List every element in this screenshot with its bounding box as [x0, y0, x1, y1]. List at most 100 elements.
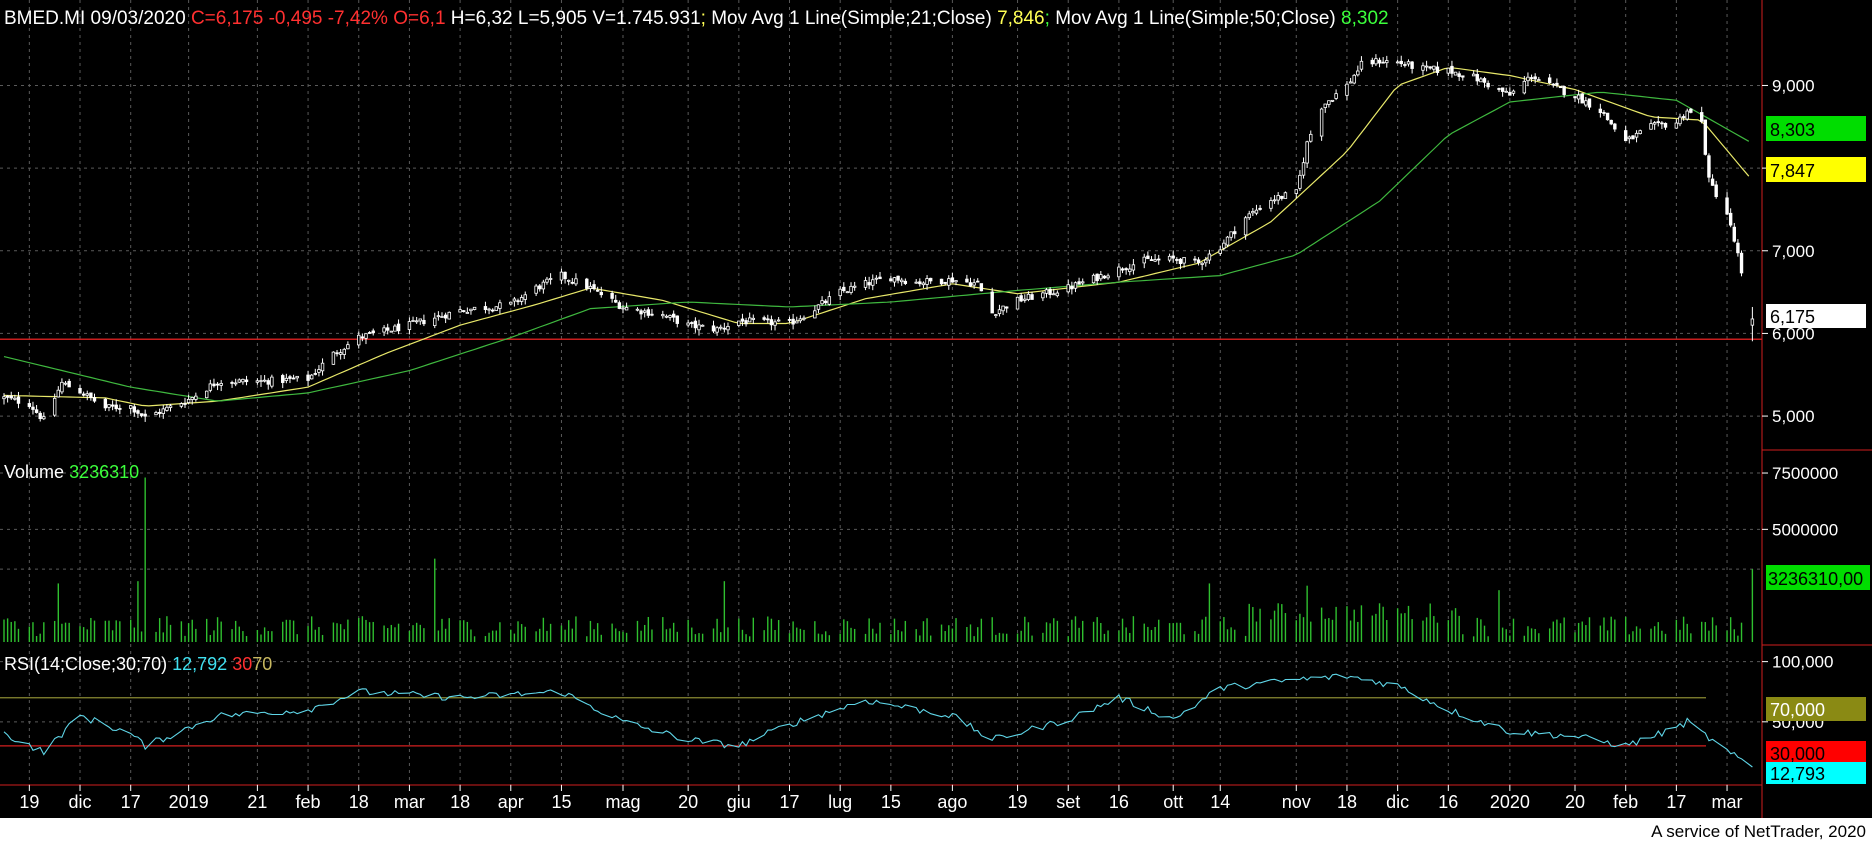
- candle-body: [1471, 73, 1476, 77]
- candle-body: [13, 397, 17, 400]
- candle-body: [118, 408, 122, 410]
- header-hlv: H=6,32 L=5,905 V=1.745.931: [451, 8, 701, 29]
- candle-body: [317, 369, 321, 373]
- candle-body: [331, 351, 336, 365]
- candle-body: [939, 278, 944, 285]
- candle-body: [1432, 65, 1436, 70]
- candle-body: [364, 333, 368, 339]
- candle-body: [878, 276, 882, 280]
- candle-body: [1146, 255, 1150, 260]
- candle-body: [27, 403, 32, 407]
- candle-body: [1070, 285, 1074, 290]
- candle-body: [1095, 273, 1099, 281]
- candle-body: [624, 307, 629, 311]
- candle-body: [570, 281, 575, 284]
- time-tick-label: mar: [394, 792, 425, 812]
- candle-body: [852, 285, 857, 288]
- candle-body: [1055, 292, 1060, 297]
- candle-body: [396, 323, 401, 332]
- candle-body: [1605, 112, 1610, 121]
- candle-body: [1424, 65, 1429, 68]
- candle-body: [386, 327, 390, 331]
- candle-body: [661, 314, 665, 317]
- candle-body: [671, 313, 676, 318]
- candle-body: [1529, 77, 1534, 79]
- candle-body: [650, 313, 654, 316]
- candle-body: [842, 286, 846, 292]
- candle-body: [447, 311, 451, 320]
- candle-body: [382, 327, 386, 333]
- candle-body: [1182, 257, 1186, 264]
- candle-body: [947, 278, 951, 286]
- candle-body: [107, 404, 111, 408]
- volume-tick-label: 5000000: [1772, 520, 1838, 539]
- footer-band: [0, 818, 1872, 844]
- candle-body: [1196, 259, 1201, 263]
- candle-body: [165, 406, 169, 411]
- candle-body: [918, 281, 922, 285]
- candle-body: [798, 318, 803, 322]
- candle-body: [9, 395, 13, 399]
- candle-body: [1656, 121, 1660, 124]
- candle-body: [422, 319, 426, 325]
- time-tick-label: 2019: [169, 792, 209, 812]
- candle-body: [766, 318, 770, 321]
- candle-body: [643, 310, 647, 313]
- candle-body: [1254, 209, 1259, 214]
- candle-body: [31, 406, 35, 410]
- candle-body: [863, 280, 868, 288]
- candle-body: [1497, 88, 1501, 90]
- candle-body: [1710, 178, 1715, 186]
- candle-body: [827, 296, 832, 305]
- candle-body: [541, 281, 546, 290]
- candle-body: [16, 396, 21, 404]
- candle-body: [1511, 90, 1516, 94]
- candle-body: [668, 315, 672, 318]
- rsi-legend-text: RSI(14;Close;30;70) 12,792 3070: [4, 654, 272, 674]
- candle-body: [867, 282, 871, 286]
- candle-body: [1403, 64, 1407, 66]
- time-tick-label: 2020: [1490, 792, 1530, 812]
- candle-body: [534, 285, 538, 294]
- candle-body: [458, 309, 462, 313]
- candle-body: [161, 408, 165, 414]
- candle-body: [599, 291, 603, 296]
- candle-body: [610, 293, 614, 299]
- candle-body: [1725, 197, 1729, 215]
- candle-body: [157, 411, 162, 414]
- candle-body: [255, 380, 260, 383]
- price-tick-label: 9,000: [1772, 76, 1815, 95]
- candle-body: [1377, 59, 1382, 64]
- candle-body: [56, 389, 60, 398]
- rsi70-badge: [1766, 697, 1866, 721]
- candle-body: [219, 383, 223, 386]
- header-text: BMED.MI 09/03/2020 C=6,175 -0,495 -7,42%…: [4, 8, 1389, 29]
- header-close-change: C=6,175 -0,495 -7,42%: [191, 8, 388, 29]
- candle-body: [563, 271, 567, 280]
- candle-body: [1522, 80, 1527, 94]
- candle-body: [469, 308, 473, 312]
- candle-body: [367, 332, 372, 334]
- candle-body: [360, 336, 365, 339]
- candle-body: [1142, 256, 1146, 264]
- candle-body: [208, 383, 213, 391]
- candle-body: [1081, 281, 1085, 284]
- candle-body: [838, 288, 842, 297]
- candle-body: [1613, 123, 1617, 130]
- candle-body: [1537, 79, 1541, 81]
- candle-body: [1707, 155, 1711, 178]
- candle-body: [1562, 86, 1566, 95]
- time-tick-label: 17: [779, 792, 799, 812]
- candle-body: [1175, 259, 1179, 261]
- candle-body: [194, 395, 198, 400]
- candle-body: [1410, 61, 1414, 69]
- candle-body: [566, 279, 571, 282]
- candle-body: [1370, 59, 1374, 65]
- candle-body: [921, 282, 926, 286]
- candle-body: [443, 314, 448, 319]
- candle-body: [103, 398, 108, 409]
- candle-body: [816, 304, 821, 310]
- candle-body: [1041, 292, 1045, 299]
- candle-body: [900, 279, 904, 283]
